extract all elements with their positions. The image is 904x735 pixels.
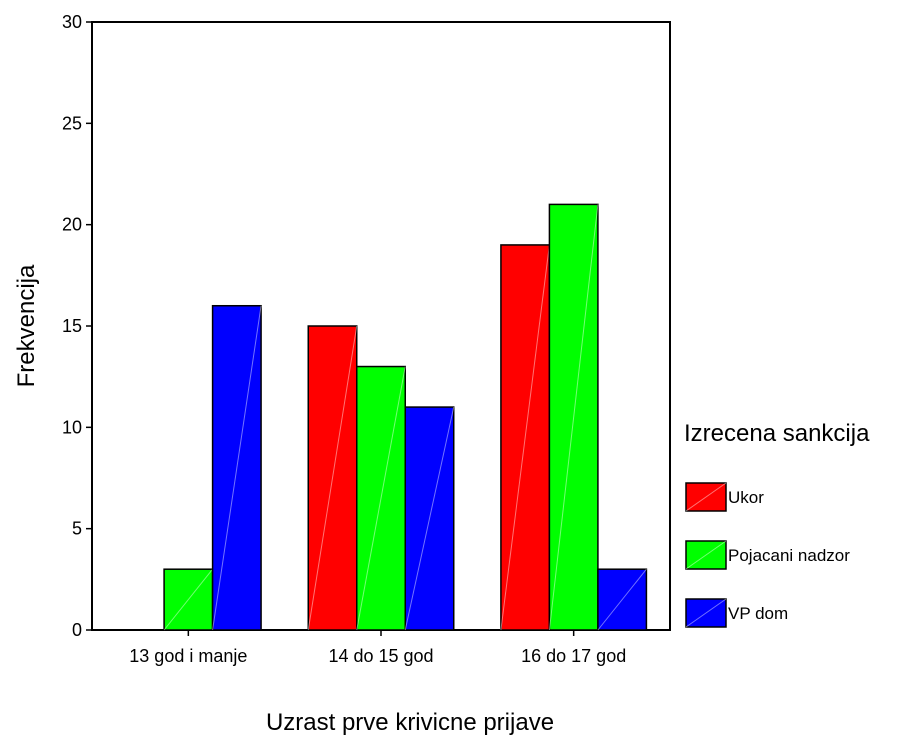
legend-label: Ukor [728, 488, 764, 507]
bar-hatch-line [307, 325, 358, 631]
y-axis-title: Frekvencija [13, 264, 40, 387]
legend-swatch-hatch [685, 598, 727, 628]
x-axis: 13 god i manje 14 do 15 god 16 do 17 god [129, 630, 626, 666]
bar-hatch-line [163, 568, 213, 631]
y-tick-label: 5 [72, 519, 82, 539]
legend-swatch [685, 540, 727, 570]
legend-swatch [685, 598, 727, 628]
legend-swatch [685, 482, 727, 512]
bar-hatch-line [212, 305, 262, 631]
x-tick-label: 14 do 15 god [328, 646, 433, 666]
bar-hatch-line [404, 406, 455, 631]
legend: Izrecena sankcija Ukor Pojacani nadzor VP … [684, 420, 870, 628]
legend-swatch-hatch [685, 540, 727, 570]
y-tick-label: 10 [62, 417, 82, 437]
bar-vp-dom [211, 304, 262, 631]
y-axis: 0 5 10 15 20 25 30 [62, 12, 92, 640]
bar-pojacani-nadzor [163, 568, 214, 631]
x-axis-title: Uzrast prve krivicne prijave [266, 709, 554, 735]
legend-label: Pojacani nadzor [728, 546, 850, 565]
legend-swatch-hatch [685, 482, 727, 512]
y-tick-label: 25 [62, 113, 82, 133]
y-tick-label: 30 [62, 12, 82, 32]
bars [163, 203, 648, 631]
bar-hatch-line [356, 366, 406, 631]
bar-pojacani-nadzor [356, 365, 406, 631]
x-tick-label: 13 god i manje [129, 646, 247, 666]
bar-vp-dom [404, 406, 455, 631]
bar-hatch-line [548, 204, 599, 631]
bar-ukor [307, 325, 358, 631]
bar-vp-dom [597, 568, 648, 631]
bar-hatch-line [597, 568, 647, 631]
y-tick-label: 0 [72, 620, 82, 640]
x-tick-label: 16 do 17 god [521, 646, 626, 666]
y-tick-label: 20 [62, 215, 82, 235]
legend-title: Izrecena sankcija [684, 420, 870, 447]
bar-ukor [500, 244, 551, 631]
y-tick-label: 15 [62, 316, 82, 336]
legend-label: VP dom [728, 604, 788, 623]
bar-pojacani-nadzor [548, 203, 599, 631]
bar-hatch-line [500, 244, 550, 631]
